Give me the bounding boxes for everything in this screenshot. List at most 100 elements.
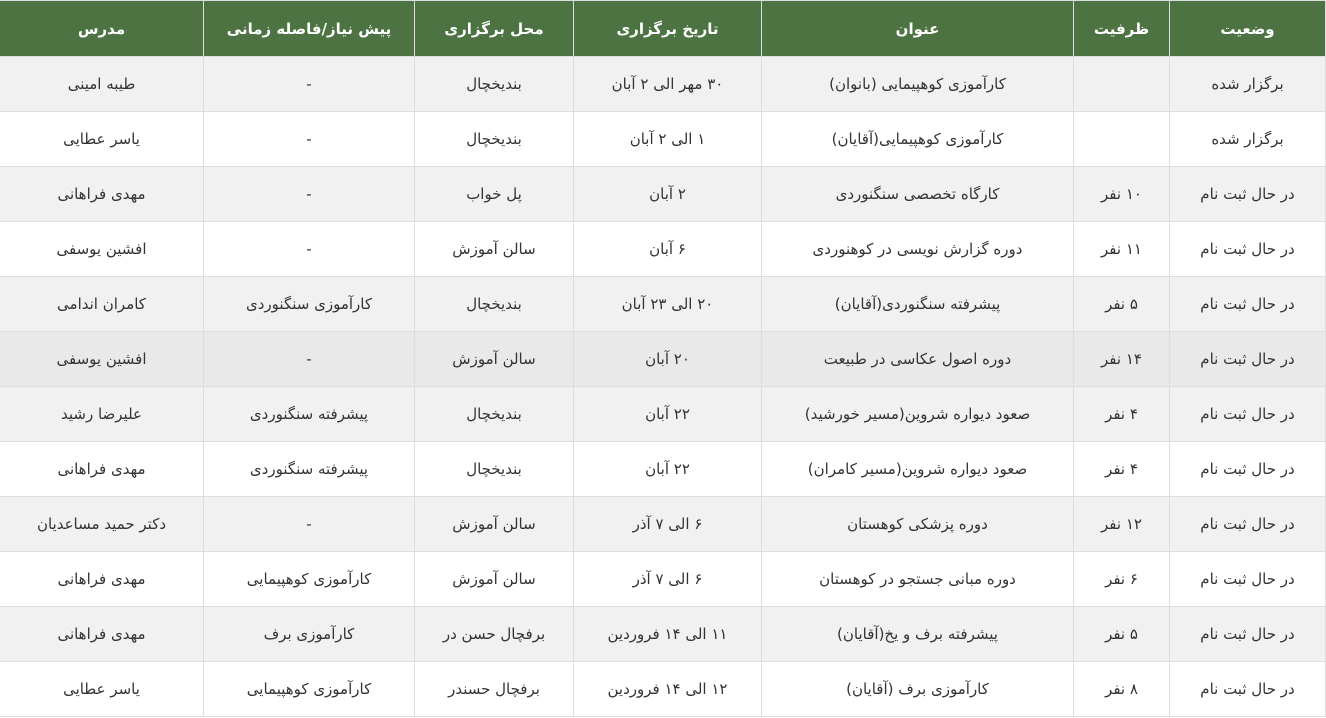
- header-row: وضعیت ظرفیت عنوان تاریخ برگزاری محل برگزاری پ…: [0, 0, 1326, 57]
- cell-prerequisite: -: [203, 166, 415, 222]
- cell-status: برگزار شده: [1169, 111, 1326, 167]
- cell-instructor: مهدی فراهانی: [0, 551, 204, 607]
- cell-instructor: مهدی فراهانی: [0, 166, 204, 222]
- cell-title: کارگاه تخصصی سنگنوردی: [761, 166, 1074, 222]
- cell-capacity: [1073, 111, 1170, 167]
- cell-capacity: ۱۴ نفر: [1073, 331, 1170, 387]
- cell-venue: سالن آموزش: [414, 551, 574, 607]
- table-row[interactable]: در حال ثبت نام ۵ نفر پیشرفته سنگنوردی(آقای…: [0, 276, 1326, 332]
- table-row[interactable]: برگزار شده کارآموزی کوهپیمایی (بانوان) ۳۰ …: [0, 56, 1326, 112]
- cell-title: دوره مبانی جستجو در کوهستان: [761, 551, 1074, 607]
- cell-status: در حال ثبت نام: [1169, 221, 1326, 277]
- column-header-prerequisite: پیش نیاز/فاصله زمانی: [203, 0, 415, 57]
- cell-capacity: ۵ نفر: [1073, 606, 1170, 662]
- cell-venue: برفچال حسندر: [414, 661, 574, 717]
- cell-status: در حال ثبت نام: [1169, 386, 1326, 442]
- cell-venue: سالن آموزش: [414, 331, 574, 387]
- cell-instructor: یاسر عطایی: [0, 111, 204, 167]
- cell-prerequisite: پیشرفته سنگنوردی: [203, 441, 415, 497]
- cell-venue: بندیخچال: [414, 276, 574, 332]
- cell-date: ۲۰ الی ۲۳ آبان: [573, 276, 762, 332]
- table-row[interactable]: در حال ثبت نام ۴ نفر صعود دیواره شروین(مسی…: [0, 386, 1326, 442]
- cell-instructor: افشین یوسفی: [0, 221, 204, 277]
- cell-status: در حال ثبت نام: [1169, 276, 1326, 332]
- cell-title: کارآموزی کوهپیمایی (بانوان): [761, 56, 1074, 112]
- cell-prerequisite: کارآموزی کوهپیمایی: [203, 551, 415, 607]
- cell-date: ۱ الی ۲ آبان: [573, 111, 762, 167]
- cell-date: ۲ آبان: [573, 166, 762, 222]
- cell-capacity: ۱۲ نفر: [1073, 496, 1170, 552]
- cell-title: کارآموزی برف (آقایان): [761, 661, 1074, 717]
- cell-status: در حال ثبت نام: [1169, 551, 1326, 607]
- table-row[interactable]: در حال ثبت نام ۸ نفر کارآموزی برف (آقایان)…: [0, 661, 1326, 717]
- column-header-instructor: مدرس: [0, 0, 204, 57]
- cell-capacity: ۴ نفر: [1073, 441, 1170, 497]
- table-row[interactable]: در حال ثبت نام ۶ نفر دوره مبانی جستجو در ک…: [0, 551, 1326, 607]
- cell-instructor: کامران اندامی: [0, 276, 204, 332]
- cell-prerequisite: -: [203, 56, 415, 112]
- cell-title: پیشرفته سنگنوردی(آقایان): [761, 276, 1074, 332]
- table-row[interactable]: در حال ثبت نام ۱۰ نفر کارگاه تخصصی سنگنورد…: [0, 166, 1326, 222]
- cell-date: ۱۱ الی ۱۴ فروردین: [573, 606, 762, 662]
- cell-date: ۲۰ آبان: [573, 331, 762, 387]
- cell-status: در حال ثبت نام: [1169, 496, 1326, 552]
- cell-status: در حال ثبت نام: [1169, 331, 1326, 387]
- cell-instructor: دکتر حمید مساعدیان: [0, 496, 204, 552]
- cell-status: در حال ثبت نام: [1169, 166, 1326, 222]
- cell-status: در حال ثبت نام: [1169, 441, 1326, 497]
- cell-status: برگزار شده: [1169, 56, 1326, 112]
- cell-venue: پل خواب: [414, 166, 574, 222]
- cell-capacity: ۱۰ نفر: [1073, 166, 1170, 222]
- cell-capacity: ۵ نفر: [1073, 276, 1170, 332]
- cell-venue: بندیخچال: [414, 386, 574, 442]
- cell-date: ۱۲ الی ۱۴ فروردین: [573, 661, 762, 717]
- column-header-capacity: ظرفیت: [1073, 0, 1170, 57]
- cell-instructor: علیرضا رشید: [0, 386, 204, 442]
- cell-status: در حال ثبت نام: [1169, 606, 1326, 662]
- cell-prerequisite: کارآموزی برف: [203, 606, 415, 662]
- column-header-venue: محل برگزاری: [414, 0, 574, 57]
- cell-capacity: ۱۱ نفر: [1073, 221, 1170, 277]
- cell-title: پیشرفته برف و یخ(آقایان): [761, 606, 1074, 662]
- cell-title: صعود دیواره شروین(مسیر خورشید): [761, 386, 1074, 442]
- cell-venue: سالن آموزش: [414, 496, 574, 552]
- table-row[interactable]: در حال ثبت نام ۵ نفر پیشرفته برف و یخ(آقای…: [0, 606, 1326, 662]
- table-row[interactable]: برگزار شده کارآموزی کوهپیمایی(آقایان) ۱ ال…: [0, 111, 1326, 167]
- cell-instructor: مهدی فراهانی: [0, 606, 204, 662]
- table-row[interactable]: در حال ثبت نام ۱۲ نفر دوره پزشکی کوهستان ۶ …: [0, 496, 1326, 552]
- cell-title: دوره اصول عکاسی در طبیعت: [761, 331, 1074, 387]
- cell-prerequisite: -: [203, 221, 415, 277]
- cell-venue: سالن آموزش: [414, 221, 574, 277]
- cell-status: در حال ثبت نام: [1169, 661, 1326, 717]
- column-header-date: تاریخ برگزاری: [573, 0, 762, 57]
- cell-instructor: افشین یوسفی: [0, 331, 204, 387]
- cell-capacity: ۸ نفر: [1073, 661, 1170, 717]
- cell-prerequisite: پیشرفته سنگنوردی: [203, 386, 415, 442]
- cell-venue: برفچال حسن در: [414, 606, 574, 662]
- cell-prerequisite: -: [203, 331, 415, 387]
- cell-venue: بندیخچال: [414, 111, 574, 167]
- cell-capacity: ۴ نفر: [1073, 386, 1170, 442]
- cell-prerequisite: -: [203, 496, 415, 552]
- column-header-status: وضعیت: [1169, 0, 1326, 57]
- cell-instructor: طیبه امینی: [0, 56, 204, 112]
- cell-capacity: [1073, 56, 1170, 112]
- cell-venue: بندیخچال: [414, 56, 574, 112]
- cell-title: کارآموزی کوهپیمایی(آقایان): [761, 111, 1074, 167]
- cell-date: ۶ آبان: [573, 221, 762, 277]
- cell-title: صعود دیواره شروین(مسیر کامران): [761, 441, 1074, 497]
- cell-prerequisite: کارآموزی سنگنوردی: [203, 276, 415, 332]
- cell-instructor: مهدی فراهانی: [0, 441, 204, 497]
- cell-title: دوره پزشکی کوهستان: [761, 496, 1074, 552]
- table-row[interactable]: در حال ثبت نام ۱۴ نفر دوره اصول عکاسی در ط…: [0, 331, 1326, 387]
- cell-prerequisite: کارآموزی کوهپیمایی: [203, 661, 415, 717]
- cell-date: ۲۲ آبان: [573, 441, 762, 497]
- cell-date: ۲۲ آبان: [573, 386, 762, 442]
- table-row[interactable]: در حال ثبت نام ۱۱ نفر دوره گزارش نویسی در …: [0, 221, 1326, 277]
- cell-venue: بندیخچال: [414, 441, 574, 497]
- column-header-title: عنوان: [761, 0, 1074, 57]
- table-row[interactable]: در حال ثبت نام ۴ نفر صعود دیواره شروین(مسی…: [0, 441, 1326, 497]
- cell-prerequisite: -: [203, 111, 415, 167]
